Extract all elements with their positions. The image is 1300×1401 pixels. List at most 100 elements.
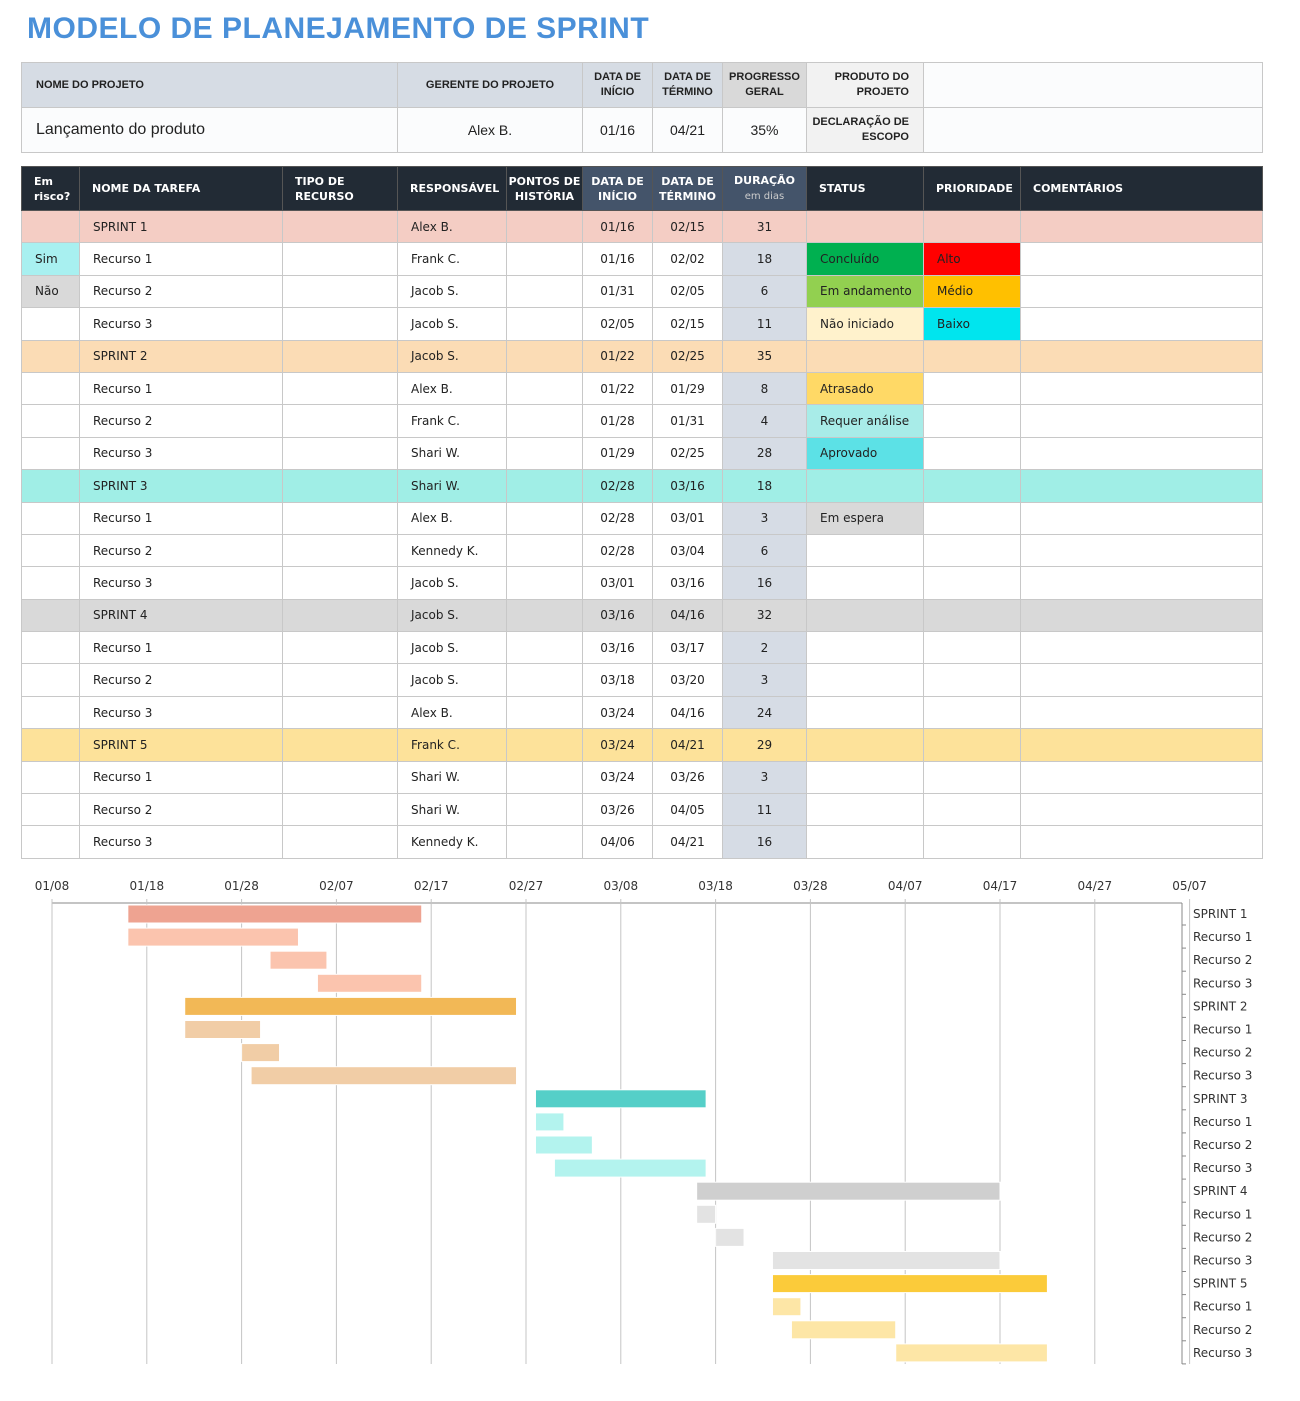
comments-cell[interactable] (1020, 695, 1263, 730)
comments-cell[interactable] (1020, 469, 1263, 503)
owner-cell[interactable]: Kennedy K. (397, 533, 507, 568)
owner-cell[interactable]: Alex B. (397, 371, 507, 406)
start-date-cell[interactable]: 03/24 (582, 760, 653, 795)
story-points-cell[interactable] (506, 825, 583, 859)
risk-cell[interactable] (21, 566, 80, 600)
owner-cell[interactable]: Frank C. (397, 404, 507, 438)
comments-cell[interactable] (1020, 307, 1263, 341)
end-date-cell[interactable]: 02/02 (652, 242, 723, 276)
duration-cell[interactable]: 32 (722, 598, 807, 633)
risk-cell[interactable] (21, 825, 80, 859)
scope-field[interactable] (923, 107, 1263, 153)
owner-cell[interactable]: Jacob S. (397, 307, 507, 341)
task-name-cell[interactable]: Recurso 3 (79, 436, 283, 471)
risk-cell[interactable] (21, 760, 80, 795)
resource-type-cell[interactable] (282, 501, 398, 535)
status-cell[interactable] (806, 598, 924, 633)
task-name-cell[interactable]: SPRINT 4 (79, 598, 283, 633)
priority-cell[interactable] (923, 371, 1021, 406)
start-date-cell[interactable]: 01/31 (582, 274, 653, 309)
end-date-cell[interactable]: 03/17 (652, 631, 723, 665)
resource-type-cell[interactable] (282, 793, 398, 827)
start-date-cell[interactable]: 02/28 (582, 533, 653, 568)
status-cell[interactable] (806, 566, 924, 600)
comments-cell[interactable] (1020, 404, 1263, 438)
owner-cell[interactable]: Alex B. (397, 695, 507, 730)
risk-cell[interactable] (21, 533, 80, 568)
task-name-cell[interactable]: Recurso 2 (79, 533, 283, 568)
duration-cell[interactable]: 3 (722, 501, 807, 535)
status-cell[interactable] (806, 728, 924, 762)
resource-type-cell[interactable] (282, 469, 398, 503)
priority-cell[interactable] (923, 825, 1021, 859)
task-name-cell[interactable]: Recurso 2 (79, 274, 283, 309)
risk-cell[interactable] (21, 469, 80, 503)
story-points-cell[interactable] (506, 728, 583, 762)
resource-type-cell[interactable] (282, 598, 398, 633)
comments-cell[interactable] (1020, 728, 1263, 762)
task-name-cell[interactable]: SPRINT 1 (79, 209, 283, 244)
start-date-cell[interactable]: 01/16 (582, 209, 653, 244)
task-name-cell[interactable]: Recurso 2 (79, 793, 283, 827)
owner-cell[interactable]: Kennedy K. (397, 825, 507, 859)
resource-type-cell[interactable] (282, 404, 398, 438)
story-points-cell[interactable] (506, 598, 583, 633)
comments-cell[interactable] (1020, 566, 1263, 600)
status-cell[interactable]: Concluído (806, 242, 924, 276)
comments-cell[interactable] (1020, 631, 1263, 665)
risk-cell[interactable] (21, 695, 80, 730)
story-points-cell[interactable] (506, 339, 583, 373)
status-cell[interactable] (806, 793, 924, 827)
duration-cell[interactable]: 6 (722, 533, 807, 568)
priority-cell[interactable]: Alto (923, 242, 1021, 276)
end-date-cell[interactable]: 02/25 (652, 339, 723, 373)
risk-cell[interactable] (21, 598, 80, 633)
status-cell[interactable]: Atrasado (806, 371, 924, 406)
start-date-cell[interactable]: 03/18 (582, 663, 653, 697)
priority-cell[interactable] (923, 469, 1021, 503)
start-date-cell[interactable]: 03/01 (582, 566, 653, 600)
priority-cell[interactable] (923, 209, 1021, 244)
resource-type-cell[interactable] (282, 274, 398, 309)
owner-cell[interactable]: Jacob S. (397, 274, 507, 309)
status-cell[interactable] (806, 631, 924, 665)
duration-cell[interactable]: 2 (722, 631, 807, 665)
priority-cell[interactable] (923, 501, 1021, 535)
end-date-cell[interactable]: 01/31 (652, 404, 723, 438)
priority-cell[interactable] (923, 339, 1021, 373)
task-name-cell[interactable]: Recurso 1 (79, 371, 283, 406)
comments-cell[interactable] (1020, 663, 1263, 697)
comments-cell[interactable] (1020, 598, 1263, 633)
progress-field[interactable]: 35% (722, 107, 807, 153)
status-cell[interactable]: Aprovado (806, 436, 924, 471)
start-date-cell[interactable]: 02/28 (582, 501, 653, 535)
status-cell[interactable] (806, 469, 924, 503)
risk-cell[interactable] (21, 404, 80, 438)
resource-type-cell[interactable] (282, 695, 398, 730)
story-points-cell[interactable] (506, 209, 583, 244)
comments-cell[interactable] (1020, 339, 1263, 373)
resource-type-cell[interactable] (282, 436, 398, 471)
task-name-cell[interactable]: Recurso 2 (79, 404, 283, 438)
comments-cell[interactable] (1020, 274, 1263, 309)
priority-cell[interactable] (923, 793, 1021, 827)
comments-cell[interactable] (1020, 371, 1263, 406)
end-date-cell[interactable]: 03/04 (652, 533, 723, 568)
priority-cell[interactable] (923, 631, 1021, 665)
end-date-cell[interactable]: 03/01 (652, 501, 723, 535)
duration-cell[interactable]: 8 (722, 371, 807, 406)
project-manager-field[interactable]: Alex B. (397, 107, 583, 153)
owner-cell[interactable]: Alex B. (397, 209, 507, 244)
comments-cell[interactable] (1020, 760, 1263, 795)
owner-cell[interactable]: Shari W. (397, 469, 507, 503)
status-cell[interactable] (806, 663, 924, 697)
resource-type-cell[interactable] (282, 760, 398, 795)
story-points-cell[interactable] (506, 274, 583, 309)
start-date-cell[interactable]: 03/26 (582, 793, 653, 827)
duration-cell[interactable]: 3 (722, 760, 807, 795)
duration-cell[interactable]: 16 (722, 566, 807, 600)
priority-cell[interactable] (923, 663, 1021, 697)
owner-cell[interactable]: Jacob S. (397, 339, 507, 373)
duration-cell[interactable]: 31 (722, 209, 807, 244)
start-date-cell[interactable]: 03/16 (582, 598, 653, 633)
